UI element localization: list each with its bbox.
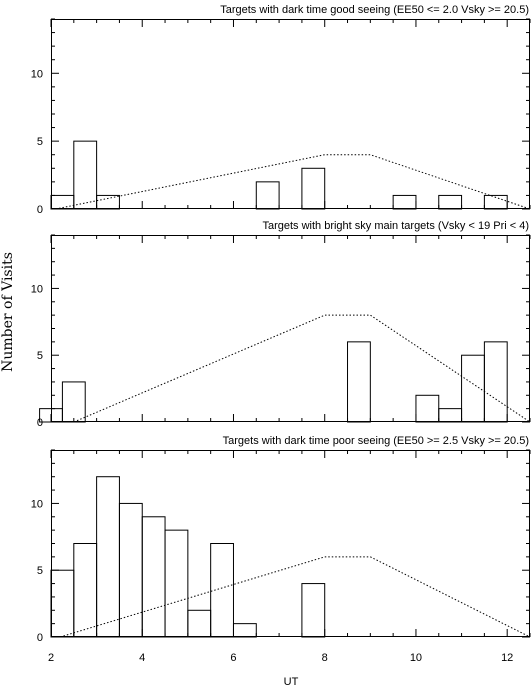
histogram-bar bbox=[347, 341, 371, 423]
y-axis-label: Number of Visits bbox=[0, 252, 16, 372]
plot-frame bbox=[51, 235, 530, 422]
y-tick-label: 10 bbox=[31, 498, 43, 510]
plot-frame bbox=[51, 450, 530, 637]
panel-2: Targets with bright sky main targets (Vs… bbox=[31, 220, 531, 429]
x-tick-label: 10 bbox=[410, 652, 422, 664]
panel-title: Targets with dark time good seeing (EE50… bbox=[220, 4, 529, 16]
histogram-bar bbox=[210, 543, 234, 638]
histogram-bar bbox=[141, 516, 166, 638]
x-tick-label: 12 bbox=[501, 652, 513, 664]
histogram-bar bbox=[96, 476, 120, 638]
histogram-bar bbox=[438, 194, 463, 210]
histogram-bar bbox=[164, 529, 189, 638]
model-curve bbox=[73, 314, 531, 423]
x-tick-label: 8 bbox=[322, 652, 328, 664]
histogram-bar bbox=[461, 354, 485, 423]
x-tick-label: 4 bbox=[139, 652, 145, 664]
histogram-bar bbox=[438, 408, 463, 423]
histogram-bar bbox=[255, 181, 280, 210]
panel-3: Targets with dark time poor seeing (EE50… bbox=[31, 435, 531, 644]
histogram-bar bbox=[415, 394, 440, 423]
histogram-bar bbox=[118, 502, 143, 638]
histogram-bar bbox=[73, 140, 98, 210]
histogram-bar bbox=[301, 167, 326, 210]
model-curve bbox=[59, 556, 531, 638]
histogram-bar bbox=[96, 194, 120, 210]
histogram-bar bbox=[232, 623, 257, 638]
histogram-bar bbox=[187, 609, 212, 638]
y-tick-label: 10 bbox=[31, 283, 43, 295]
y-tick-label: 5 bbox=[37, 350, 43, 362]
histogram-bar bbox=[50, 194, 75, 210]
panel-1: Targets with dark time good seeing (EE50… bbox=[31, 4, 531, 216]
y-tick-label: 0 bbox=[37, 417, 43, 429]
x-tick-label: 6 bbox=[230, 652, 236, 664]
histogram-bar bbox=[50, 569, 75, 638]
x-axis-label: UT bbox=[284, 676, 299, 688]
y-tick-label: 0 bbox=[37, 632, 43, 644]
x-tick-label: 2 bbox=[48, 652, 54, 664]
histogram-bar bbox=[392, 194, 417, 210]
plot-frame bbox=[51, 19, 530, 209]
histogram-bar bbox=[301, 583, 326, 638]
panel-title: Targets with dark time poor seeing (EE50… bbox=[223, 435, 529, 447]
panel-title: Targets with bright sky main targets (Vs… bbox=[262, 220, 529, 232]
histogram-bar bbox=[483, 341, 508, 423]
histogram-bar bbox=[483, 194, 508, 210]
histogram-bar bbox=[73, 543, 98, 638]
histogram-bar bbox=[61, 381, 86, 423]
y-tick-label: 5 bbox=[37, 565, 43, 577]
y-tick-label: 5 bbox=[37, 136, 43, 148]
panels: Targets with dark time good seeing (EE50… bbox=[31, 4, 531, 664]
y-tick-label: 10 bbox=[31, 68, 43, 80]
y-tick-label: 0 bbox=[37, 204, 43, 216]
model-curve bbox=[55, 154, 531, 210]
